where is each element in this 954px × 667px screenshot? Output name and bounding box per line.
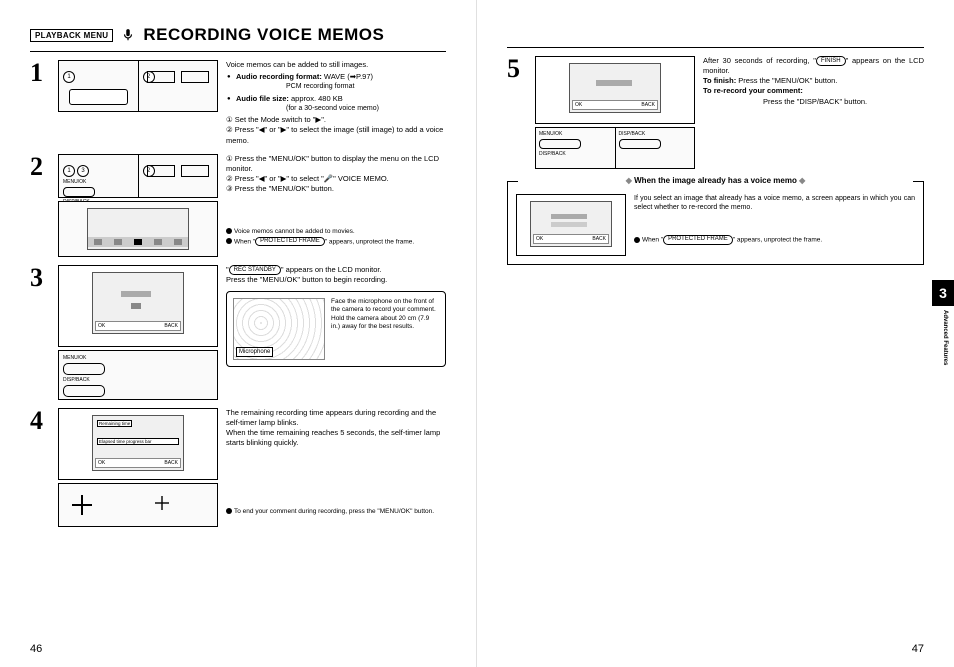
step2-line3: ③ Press the "MENU/OK" button. — [226, 184, 446, 194]
step-4: 4 Remaining time Elapsed time progress b… — [30, 408, 446, 527]
page-number-right: 47 — [912, 643, 924, 655]
playback-menu-badge: PLAYBACK MENU — [30, 29, 113, 42]
microphone-icon — [121, 28, 135, 42]
header: PLAYBACK MENU RECORDING VOICE MEMOS — [30, 25, 446, 45]
step-3-text: "REC STANDBY" appears on the LCD monitor… — [226, 265, 446, 400]
already-has-memo-callout: ◆ When the image already has a voice mem… — [507, 181, 924, 265]
step4-note: To end your comment during recording, pr… — [226, 508, 446, 516]
intro-text: Voice memos can be added to still images… — [226, 60, 446, 70]
microphone-label: Microphone — [236, 347, 273, 357]
step-2-illustration: 13MENU/OKDISP/BACK 2 — [58, 154, 218, 257]
step2-notes: Voice memos cannot be added to movies. W… — [226, 228, 446, 247]
microphone-sketch: Microphone — [233, 298, 325, 360]
step2-line1: ① Press the "MENU/OK" button to display … — [226, 154, 446, 174]
page-47: 5 OKBACK MENU/OK DISP/BACK DISP/BACK — [477, 0, 954, 667]
step-number: 4 — [30, 408, 50, 527]
step-4-illustration: Remaining time Elapsed time progress bar… — [58, 408, 218, 527]
callout-title: ◆ When the image already has a voice mem… — [518, 176, 913, 185]
step1-line1: ① Set the Mode switch to "▶". — [226, 115, 446, 125]
step-1-illustration: 1 2 — [58, 60, 218, 146]
page-title: RECORDING VOICE MEMOS — [143, 25, 384, 45]
step-5-text: After 30 seconds of recording, "FINISH" … — [703, 56, 924, 169]
right-rule — [507, 47, 924, 48]
step-1: 1 1 2 Voice memos can be added to still … — [30, 60, 446, 146]
step-5-illustration: OKBACK MENU/OK DISP/BACK DISP/BACK — [535, 56, 695, 169]
step2-line2: ② Press "◀" or "▶" to select "🎤" VOICE M… — [226, 174, 446, 184]
step-2: 2 13MENU/OKDISP/BACK 2 ① Press the "MENU… — [30, 154, 446, 257]
microphone-tip-text: Face the microphone on the front of the … — [331, 298, 439, 360]
step-number: 1 — [30, 60, 50, 146]
microphone-tip-box: Microphone Face the microphone on the fr… — [226, 291, 446, 367]
step-number: 5 — [507, 56, 527, 169]
section-tab: 3 — [932, 280, 954, 306]
step-3: 3 OKBACK MENU/OK DISP/BACK "REC S — [30, 265, 446, 400]
step-number: 3 — [30, 265, 50, 400]
step-2-text: ① Press the "MENU/OK" button to display … — [226, 154, 446, 257]
step-number: 2 — [30, 154, 50, 257]
title-rule — [30, 51, 446, 52]
step-4-text: The remaining recording time appears dur… — [226, 408, 446, 527]
step-1-text: Voice memos can be added to still images… — [226, 60, 446, 146]
page-spread: PLAYBACK MENU RECORDING VOICE MEMOS 1 1 … — [0, 0, 954, 667]
callout-illustration: OKBACK — [516, 194, 626, 256]
section-tab-label: Advanced Features — [942, 310, 948, 365]
page-46: PLAYBACK MENU RECORDING VOICE MEMOS 1 1 … — [0, 0, 477, 667]
step1-line2: ② Press "◀" or "▶" to select the image (… — [226, 125, 446, 145]
page-number-left: 46 — [30, 643, 42, 655]
callout-text: If you select an image that already has … — [634, 194, 915, 256]
step-5: 5 OKBACK MENU/OK DISP/BACK DISP/BACK — [507, 56, 924, 169]
step-3-illustration: OKBACK MENU/OK DISP/BACK — [58, 265, 218, 400]
